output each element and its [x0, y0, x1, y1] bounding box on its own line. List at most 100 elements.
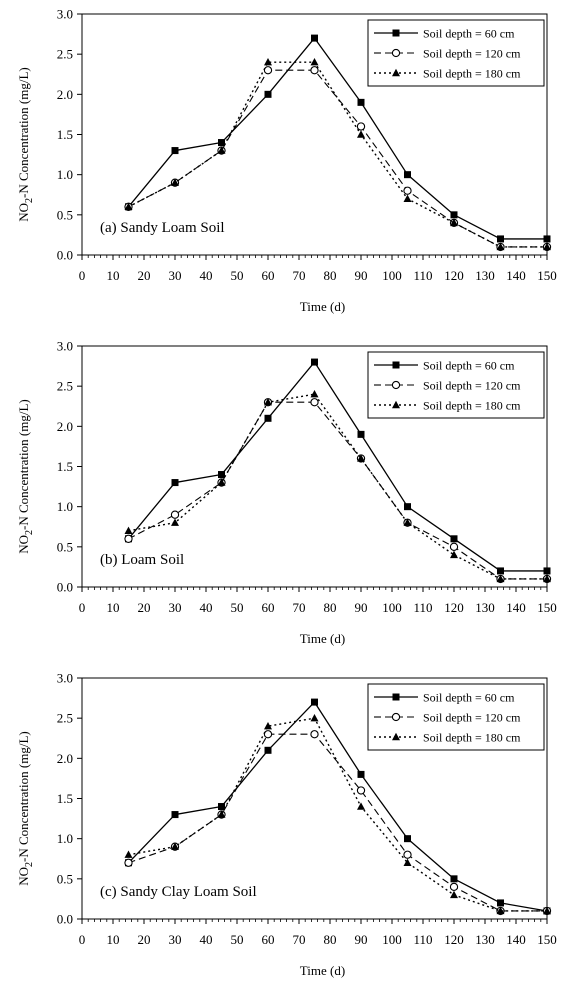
x-tick-label: 80: [324, 600, 337, 615]
series-1-point: [357, 430, 365, 438]
series-1-point: [218, 803, 225, 811]
series-1-point: [171, 811, 179, 819]
series-2-point: [170, 510, 180, 519]
y-tick-label: 0.0: [57, 248, 73, 263]
x-tick-label: 140: [506, 932, 526, 947]
series-line-3: [128, 717, 547, 912]
series-3-point: [310, 58, 319, 66]
series-2-point: [403, 850, 412, 859]
legend-marker-3: [392, 400, 400, 409]
chart-panel-c: 0 10 20 30 40 50 60 70 80 90 100 110 120 130 140 150 0.0…: [0, 664, 571, 994]
legend-marker-1: [392, 29, 400, 37]
series-1-point: [357, 770, 365, 778]
x-tick-label: 150: [537, 932, 557, 947]
series-2-point: [449, 882, 459, 892]
x-tick-label: 120: [444, 268, 464, 283]
series-line-2: [128, 401, 547, 580]
x-tick-label: 40: [200, 932, 213, 947]
series-3-point: [543, 242, 551, 251]
x-tick-label: 100: [382, 600, 402, 615]
panel-annotation: (a) Sandy Loam Soil: [100, 220, 225, 236]
x-tick-label: 0: [79, 268, 86, 283]
x-tick-label: 0: [79, 932, 86, 947]
series-2-point: [124, 534, 133, 543]
x-tick-label: 120: [444, 600, 464, 615]
series-3-point: [217, 810, 226, 818]
y-tick-label: 2.5: [57, 711, 73, 726]
x-tick-label: 70: [293, 932, 306, 947]
series-3-point: [124, 202, 133, 210]
series-3-point: [450, 218, 458, 227]
x-tick-label: 70: [293, 268, 306, 283]
x-tick-label: 50: [231, 268, 244, 283]
x-tick-label: 140: [506, 600, 526, 615]
series-3-point: [264, 58, 272, 66]
series-1-point: [264, 90, 272, 98]
legend-label-3: Soil depth = 180 cm: [423, 731, 521, 745]
series-1-point: [404, 171, 411, 179]
legend-marker-1: [392, 361, 400, 369]
x-tick-label: 150: [537, 268, 557, 283]
series-1-point: [171, 147, 179, 155]
legend-label-3: Soil depth = 180 cm: [423, 399, 521, 413]
series-3-point: [217, 478, 226, 486]
x-tick-label: 30: [169, 600, 182, 615]
y-axis-label: NO2-N Concentration (mg/L): [16, 731, 35, 885]
series-3-point: [543, 906, 551, 915]
series-line-3: [128, 393, 547, 580]
x-tick-label: 130: [475, 600, 495, 615]
x-tick-label: 30: [169, 268, 182, 283]
chart-svg: 0 10 20 30 40 50 60 70 80 90 100 110 120 130 140 150 0.0…: [16, 7, 557, 315]
series-3-point: [357, 130, 365, 138]
series-3-point: [450, 550, 458, 559]
series-3-point: [310, 713, 319, 722]
legend-label-1: Soil depth = 60 cm: [423, 691, 515, 705]
series-line-1: [127, 361, 547, 572]
y-tick-label: 0.5: [57, 871, 73, 886]
x-tick-label: 20: [138, 600, 151, 615]
series-3-point: [171, 178, 179, 186]
legend-marker-1: [392, 693, 400, 701]
x-tick-label: 130: [475, 268, 495, 283]
series-1-point: [497, 235, 504, 243]
series-3-point: [403, 518, 412, 526]
y-tick-label: 3.0: [57, 7, 73, 22]
y-tick-label: 2.5: [57, 379, 73, 394]
series-3-point: [171, 842, 179, 850]
y-tick-label: 3.0: [57, 671, 73, 686]
series-1-point: [171, 479, 179, 487]
legend-label-1: Soil depth = 60 cm: [423, 27, 515, 41]
x-tick-label: 90: [355, 932, 368, 947]
series-line-3: [128, 61, 547, 248]
y-tick-label: 1.5: [57, 127, 73, 142]
series-1-point: [311, 358, 318, 366]
series-1-point: [450, 535, 458, 543]
y-tick-label: 2.5: [57, 47, 73, 62]
legend-label-1: Soil depth = 60 cm: [423, 359, 515, 373]
panel-annotation: (c) Sandy Clay Loam Soil: [100, 884, 257, 900]
x-tick-label: 100: [382, 268, 402, 283]
series-3-point: [543, 574, 551, 583]
y-tick-label: 2.0: [57, 419, 73, 434]
series-1-point: [404, 503, 411, 511]
series-line-1: [127, 37, 547, 240]
x-tick-label: 60: [262, 600, 275, 615]
series-3-point: [496, 574, 505, 583]
x-axis-label: Time (d): [300, 963, 345, 978]
series-2-point: [263, 730, 273, 739]
series-1-point: [450, 875, 458, 883]
panel-annotation: (b) Loam Soil: [100, 552, 184, 568]
x-tick-label: 70: [293, 600, 306, 615]
series-3-point: [124, 526, 133, 534]
legend-label-2: Soil depth = 120 cm: [423, 379, 521, 393]
series-2-point: [356, 786, 366, 795]
series-1-point: [311, 34, 318, 42]
x-tick-label: 30: [169, 932, 182, 947]
series-2-point: [310, 398, 319, 407]
series-2-point: [449, 542, 459, 551]
y-tick-label: 0.0: [57, 912, 73, 927]
series-3-point: [310, 390, 319, 398]
y-axis-label: NO2-N Concentration (mg/L): [16, 399, 35, 553]
series-2-point: [356, 122, 366, 131]
x-tick-label: 50: [231, 932, 244, 947]
